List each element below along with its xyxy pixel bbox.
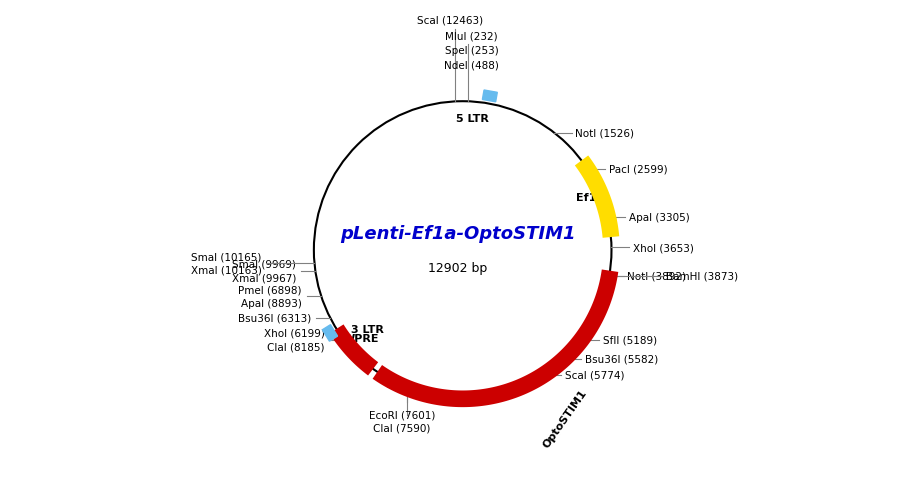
Text: WPRE: WPRE bbox=[342, 333, 379, 343]
Text: Bsu36I (6313): Bsu36I (6313) bbox=[238, 313, 311, 323]
Text: NotI (1526): NotI (1526) bbox=[575, 128, 634, 138]
Text: 12902 bp: 12902 bp bbox=[429, 261, 488, 274]
Text: XmaI (9967): XmaI (9967) bbox=[232, 273, 296, 283]
Text: ScaI (5774): ScaI (5774) bbox=[565, 370, 624, 380]
Text: ApaI (3305): ApaI (3305) bbox=[629, 212, 690, 222]
Polygon shape bbox=[322, 325, 338, 342]
Text: pLenti-Ef1a-OptoSTIM1: pLenti-Ef1a-OptoSTIM1 bbox=[340, 224, 576, 242]
Text: MluI (232): MluI (232) bbox=[445, 32, 498, 42]
Text: ScaI (12463): ScaI (12463) bbox=[417, 16, 483, 26]
Text: SmaI (10165): SmaI (10165) bbox=[191, 252, 262, 262]
Text: NotI (3892): NotI (3892) bbox=[628, 272, 686, 281]
Text: XhoI (6199): XhoI (6199) bbox=[264, 328, 325, 338]
Text: Ef1a: Ef1a bbox=[576, 192, 604, 202]
Text: XmaI (10163): XmaI (10163) bbox=[191, 265, 262, 275]
Text: ClaI (7590): ClaI (7590) bbox=[373, 423, 430, 433]
Text: Bsu36I (5582): Bsu36I (5582) bbox=[585, 354, 659, 364]
Text: EcoRI (7601): EcoRI (7601) bbox=[369, 409, 435, 419]
Text: SpeI (253): SpeI (253) bbox=[445, 46, 499, 56]
Text: NdeI (488): NdeI (488) bbox=[444, 61, 500, 71]
Text: OptoSTIM1: OptoSTIM1 bbox=[541, 387, 589, 449]
Text: ApaI (8893): ApaI (8893) bbox=[241, 298, 302, 308]
Text: BamHI (3873): BamHI (3873) bbox=[666, 272, 738, 281]
Text: ClaI (8185): ClaI (8185) bbox=[268, 342, 325, 352]
Text: 3 LTR: 3 LTR bbox=[351, 325, 384, 335]
Text: XhoI (3653): XhoI (3653) bbox=[632, 243, 693, 253]
Text: SmaI (9969): SmaI (9969) bbox=[232, 260, 296, 270]
Text: PmeI (6898): PmeI (6898) bbox=[238, 285, 302, 295]
Text: 5 LTR: 5 LTR bbox=[456, 114, 489, 124]
Text: PacI (2599): PacI (2599) bbox=[609, 165, 667, 175]
Polygon shape bbox=[482, 91, 497, 103]
Text: SfII (5189): SfII (5189) bbox=[602, 335, 657, 345]
